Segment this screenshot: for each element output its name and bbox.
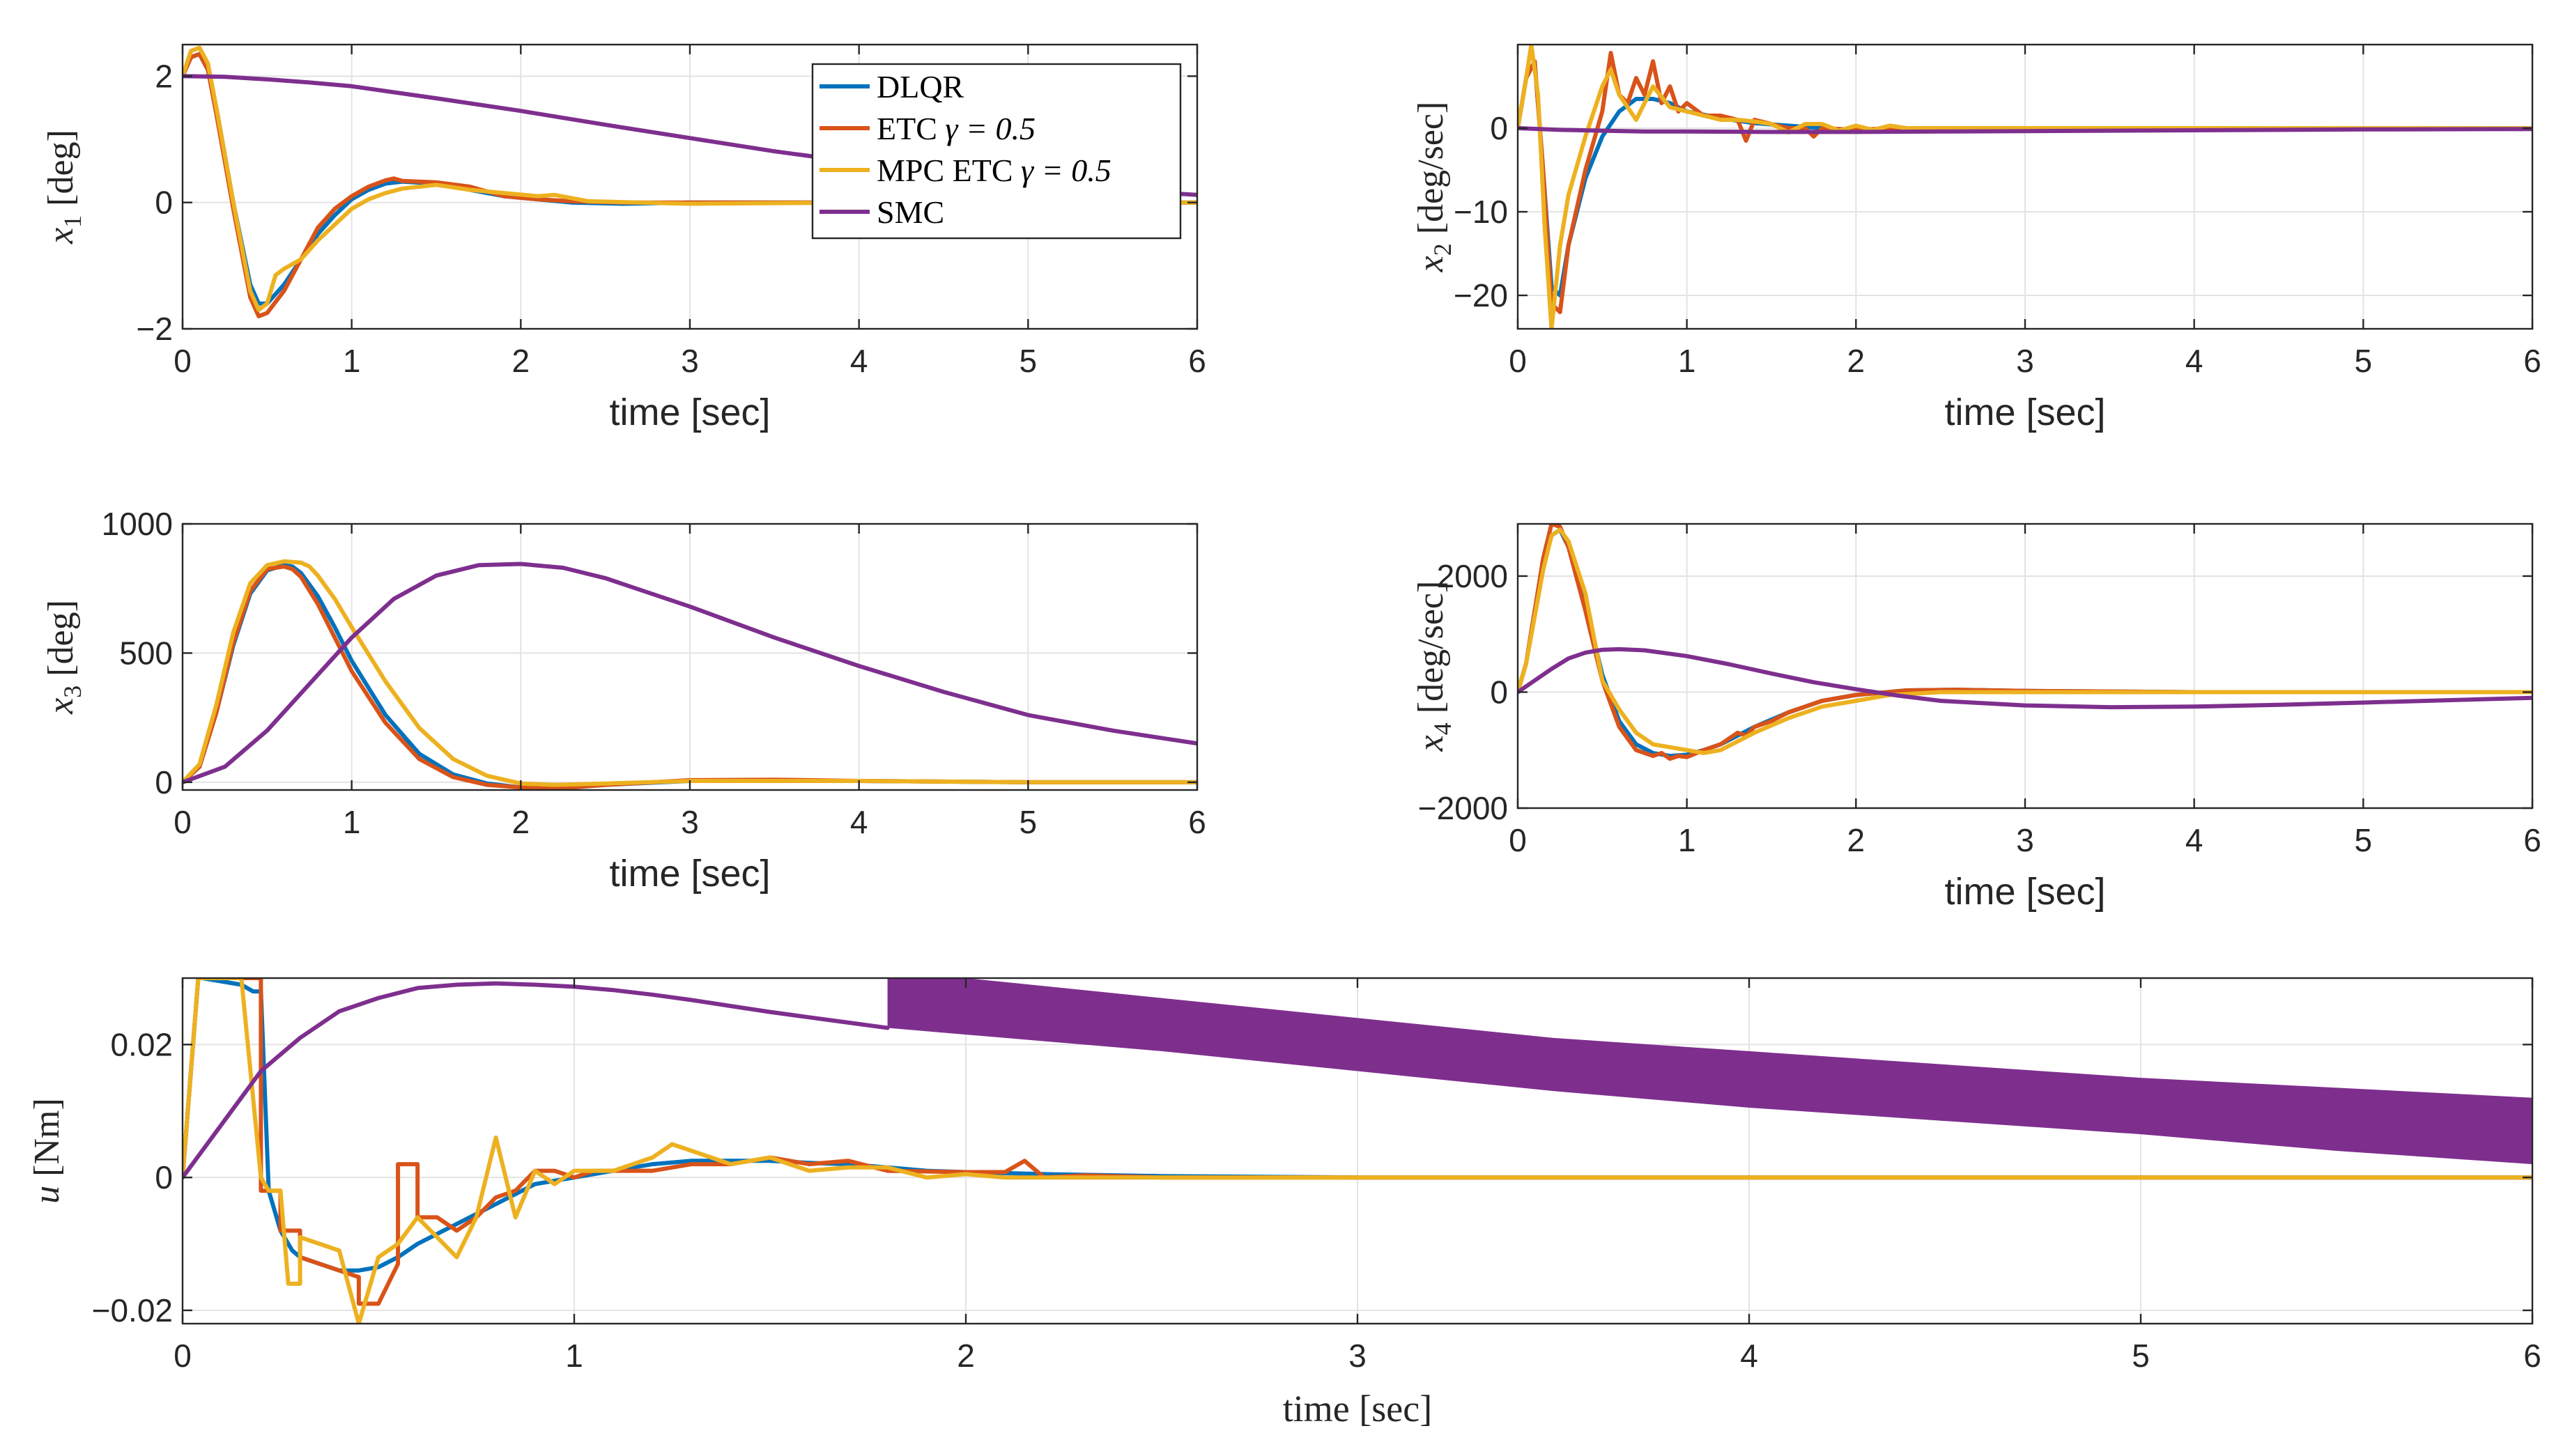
- series-line-smc: [1518, 646, 2532, 710]
- series-line-smc: [183, 562, 1197, 784]
- x-tick-label: 6: [1188, 804, 1206, 840]
- series-line-smc: [183, 981, 890, 1180]
- x-tick-label: 2: [1847, 822, 1865, 858]
- y-tick-label: 0: [155, 185, 173, 221]
- y-tick-label: 0.02: [110, 1026, 173, 1062]
- legend: DLQR ETC γ = 0.5 MPC ETC γ = 0.5 SMC: [811, 63, 1182, 240]
- y-tick-label: −10: [1454, 194, 1508, 230]
- y-tick-label: −2000: [1418, 790, 1508, 826]
- series-line-mpc: [1518, 527, 2532, 755]
- x-tick-label: 3: [2016, 343, 2034, 379]
- x-tick-label: 1: [1678, 822, 1696, 858]
- x-tick-label: 5: [2355, 822, 2373, 858]
- legend-box: [811, 63, 1182, 240]
- x-axis-label: time [sec]: [1283, 1388, 1432, 1430]
- series-line-mpc: [183, 559, 1197, 787]
- series-line-mpc: [1518, 45, 2532, 329]
- series-line-etc: [1518, 524, 2532, 761]
- x-tick-label: 2: [1847, 343, 1865, 379]
- x-tick-label: 4: [2185, 822, 2203, 858]
- y-tick-label: −2: [137, 311, 173, 347]
- x-tick-label: 3: [681, 804, 699, 840]
- y-axis-label: x2 [deg/sec]: [1411, 102, 1456, 273]
- x-tick-label: 1: [1678, 343, 1696, 379]
- x-tick-label: 6: [2523, 822, 2541, 858]
- y-tick-label: 0: [1490, 674, 1508, 710]
- series-line-smc: [1518, 126, 2532, 134]
- x-tick-label: 4: [850, 804, 868, 840]
- y-tick-label: 1000: [102, 506, 173, 542]
- y-tick-label: 0: [155, 764, 173, 800]
- x-tick-label: 5: [1019, 343, 1038, 379]
- plot-p3: 0 1 2 3 4 5 6 0 500 1000 time [sec] x3 [deg]: [41, 506, 1206, 894]
- x-tick-label: 5: [2132, 1338, 2150, 1374]
- y-axis-label: u [Nm]: [27, 1098, 67, 1204]
- x-tick-label: 0: [1509, 343, 1527, 379]
- x-tick-label: 3: [1348, 1338, 1367, 1374]
- x-tick-label: 6: [2523, 343, 2541, 379]
- x-tick-label: 1: [343, 804, 361, 840]
- y-tick-label: −0.02: [92, 1292, 173, 1329]
- x-tick-label: 6: [1188, 343, 1206, 379]
- x-tick-label: 3: [681, 343, 699, 379]
- x-axis-label: time [sec]: [609, 392, 770, 433]
- x-tick-label: 2: [512, 804, 530, 840]
- y-tick-label: 2000: [1437, 558, 1508, 594]
- x-tick-label: 0: [174, 804, 192, 840]
- x-tick-label: 0: [1509, 822, 1527, 858]
- y-tick-label: 500: [119, 635, 173, 671]
- x-tick-label: 5: [1019, 804, 1038, 840]
- x-axis-label: time [sec]: [1944, 392, 2105, 433]
- legend-entry: SMC: [877, 194, 944, 230]
- y-axis-label: x1 [deg]: [41, 130, 86, 245]
- series-line-mpc: [183, 978, 2532, 1324]
- smc-chattering-band: [887, 978, 2532, 1165]
- x-tick-label: 1: [343, 343, 361, 379]
- legend-entry: DLQR: [877, 69, 964, 104]
- x-tick-label: 0: [174, 343, 192, 379]
- x-tick-label: 5: [2355, 343, 2373, 379]
- x-tick-label: 2: [957, 1338, 975, 1374]
- x-tick-label: 1: [565, 1338, 583, 1374]
- x-tick-label: 2: [512, 343, 530, 379]
- plot-p2: 0 1 2 3 4 5 6 −20 −10 0 time [sec] x2 [deg/sec]: [1411, 43, 2541, 433]
- x-tick-label: 4: [850, 343, 868, 379]
- legend-entry: ETC γ = 0.5: [877, 111, 1036, 146]
- y-tick-label: 2: [155, 58, 173, 94]
- x-tick-label: 4: [1740, 1338, 1758, 1374]
- x-axis-label: time [sec]: [1944, 871, 2105, 913]
- x-tick-label: 3: [2016, 822, 2034, 858]
- x-tick-label: 4: [2185, 343, 2203, 379]
- x-tick-label: 6: [2523, 1338, 2541, 1374]
- series-line-mpc: [183, 45, 1197, 312]
- x-tick-label: 0: [174, 1338, 192, 1374]
- y-tick-label: −20: [1454, 277, 1508, 313]
- x-axis-label: time [sec]: [609, 853, 770, 894]
- y-tick-label: 0: [1490, 110, 1508, 146]
- legend-entry: MPC ETC γ = 0.5: [877, 153, 1111, 188]
- y-tick-label: 0: [155, 1159, 173, 1195]
- y-axis-label: x3 [deg]: [41, 600, 86, 715]
- y-axis-label: x4 [deg/sec]: [1411, 581, 1456, 752]
